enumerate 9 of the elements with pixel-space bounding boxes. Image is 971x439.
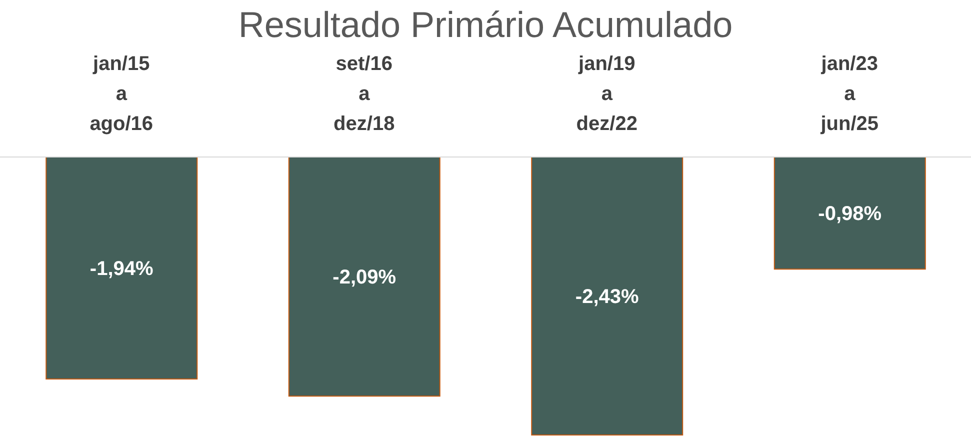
data-label: -2,09% — [332, 266, 396, 289]
chart-title: Resultado Primário Acumulado — [237, 3, 734, 47]
x-tick-label: jan/23 a jun/25 — [820, 53, 879, 135]
data-label: -0,98% — [818, 203, 882, 226]
data-label: -2,43% — [575, 286, 640, 308]
x-tick-label: jan/19 a dez/22 — [576, 53, 638, 135]
data-label: -1,94% — [90, 258, 154, 280]
x-tick-label: jan/15 a ago/16 — [90, 53, 154, 135]
x-tick-label: set/16 a dez/18 — [334, 53, 395, 135]
